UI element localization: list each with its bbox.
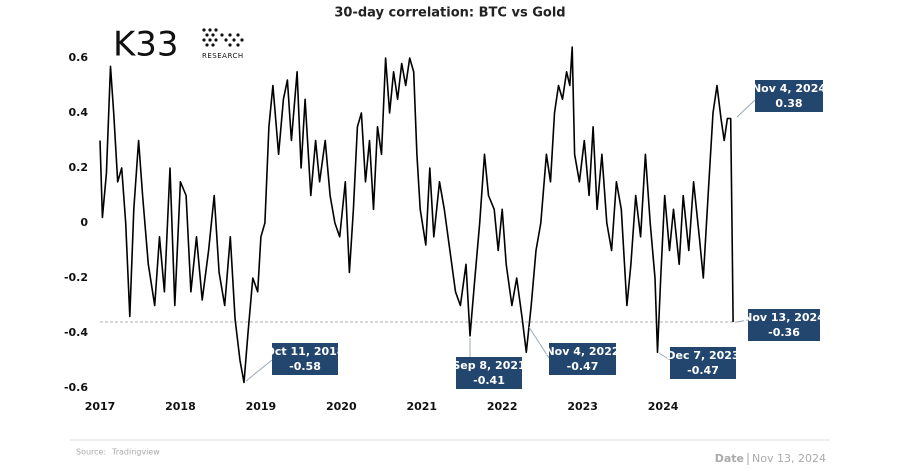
y-tick-label: 0 [80,216,88,229]
logo-sub: RESEARCH [202,52,244,60]
x-tick-label: 2022 [487,400,518,413]
y-tick-label: 0.6 [69,51,89,64]
annotation-connector [736,319,749,323]
logo-icon [202,28,244,47]
annotation-date: Dec 7, 2023 [666,349,739,362]
x-tick-label: 2019 [246,400,277,413]
annotation-connector [245,359,273,382]
annotation-box [272,343,338,375]
x-tick-label: 2023 [567,400,598,413]
chart-title: 30-day correlation: BTC vs Gold [334,6,565,21]
x-tick-label: 2024 [648,400,679,413]
annotation-date: Nov 4, 2024 [752,82,826,95]
annotation-box [755,80,823,112]
source-label: Source: [76,448,106,457]
x-tick-label: 2017 [85,400,116,413]
annotation-date: Oct 11, 2018 [266,345,345,358]
y-tick-label: 0.2 [69,161,89,174]
date-label: Date [715,452,744,465]
y-tick-label: -0.4 [64,326,88,339]
annotation-value: -0.41 [473,374,505,387]
date-value: Nov 13, 2024 [752,452,826,465]
y-tick-label: -0.2 [64,271,88,284]
x-tick-label: 2020 [326,400,357,413]
annotation-value: -0.36 [768,326,800,339]
annotation-date: Sep 8, 2021 [452,359,525,372]
annotation-date: Nov 4, 2022 [545,345,619,358]
annotation-value: 0.38 [775,97,802,110]
annotation-connector [528,326,550,359]
x-tick-label: 2021 [406,400,437,413]
annotation-value: -0.58 [289,360,321,373]
annotation-date: Nov 13, 2024 [743,311,825,324]
x-tick-label: 2018 [165,400,196,413]
annotation-box [456,357,522,389]
annotation-value: -0.47 [687,364,719,377]
y-tick-label: 0.4 [69,106,89,119]
line [99,46,734,384]
annotation-box [670,347,736,379]
source-value: Tradingview [111,448,160,457]
annotation-box [549,343,616,375]
annotation-value: -0.47 [567,360,599,373]
annotation-box [748,309,820,341]
annotation-connector [658,352,671,361]
y-tick-label: -0.6 [64,381,88,394]
logo: K33 [113,25,179,65]
annotation-connector [736,99,756,118]
